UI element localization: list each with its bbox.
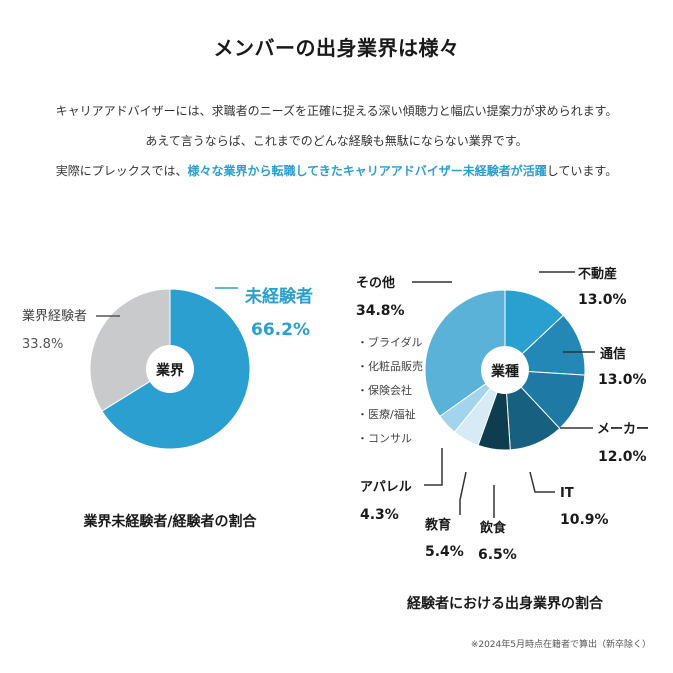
label-kyoiku: 教育 [424, 517, 451, 533]
value-inshoku: 6.5% [478, 547, 517, 563]
label-inshoku: 飲食 [479, 520, 507, 536]
label-fudosan: 不動産 [578, 266, 617, 282]
value-maker: 12.0% [598, 449, 647, 465]
intro-line-2: あえて言うならば、これまでのどんな経験も無駄にならない業界です。 [145, 134, 528, 148]
left-label-main: 未経験者 [244, 286, 313, 307]
right-pie-center [481, 346, 529, 394]
value-apparel: 4.3% [360, 507, 399, 523]
other-item-1: ・ブライダル [357, 335, 423, 349]
value-fudosan: 13.0% [578, 292, 627, 308]
left-value-main: 66.2% [251, 320, 310, 340]
label-sonota: その他 [356, 275, 395, 291]
intro-line-3-highlight: 様々な業界から転職してきたキャリアアドバイザー未経験者が活躍 [187, 164, 547, 178]
value-it: 10.9% [560, 512, 609, 528]
left-value-other: 33.8% [22, 337, 63, 352]
value-tsushin: 13.0% [598, 372, 647, 388]
left-chart-title: 業界未経験者/経験者の割合 [82, 513, 257, 530]
intro-line-3-pre: 実際にプレックスでは、 [55, 164, 188, 178]
leader-kyoiku [459, 471, 467, 515]
left-pie-center [146, 345, 194, 393]
leader-it [529, 471, 555, 493]
other-item-3: ・保険会社 [357, 383, 412, 397]
label-maker: メーカー [597, 422, 649, 437]
other-item-5: ・コンサル [357, 432, 412, 445]
value-kyoiku: 5.4% [425, 544, 464, 560]
value-sonota: 34.8% [356, 303, 405, 319]
right-pie-slice-7 [424, 289, 506, 418]
right-center-label: 業種 [490, 363, 519, 380]
left-center-label: 業界 [155, 362, 185, 379]
label-apparel: アパレル [360, 480, 412, 495]
right-chart-title: 経験者における出身業界の割合 [407, 595, 604, 612]
leader-apparel [424, 448, 443, 486]
label-tsushin: 通信 [600, 346, 626, 362]
intro-line-1: キャリアアドバイザーには、求職者のニーズを正確に捉える深い傾聴力と幅広い提案力が… [55, 104, 618, 118]
footnote: ※2024年5月時点在籍者で算出（新卒除く） [470, 640, 651, 650]
intro-line-3: 実際にプレックスでは、様々な業界から転職してきたキャリアアドバイザー未経験者が活… [0, 162, 673, 179]
left-label-other: 業界経験者 [22, 308, 87, 324]
other-item-4: ・医療/福祉 [357, 407, 416, 421]
right-pie-slice-0 [504, 289, 565, 372]
other-item-2: ・化粧品販売 [357, 359, 423, 373]
intro-line-3-post: しています。 [546, 164, 618, 178]
page-title: メンバーの出身業界は様々 [213, 36, 460, 60]
label-it: IT [560, 486, 574, 501]
